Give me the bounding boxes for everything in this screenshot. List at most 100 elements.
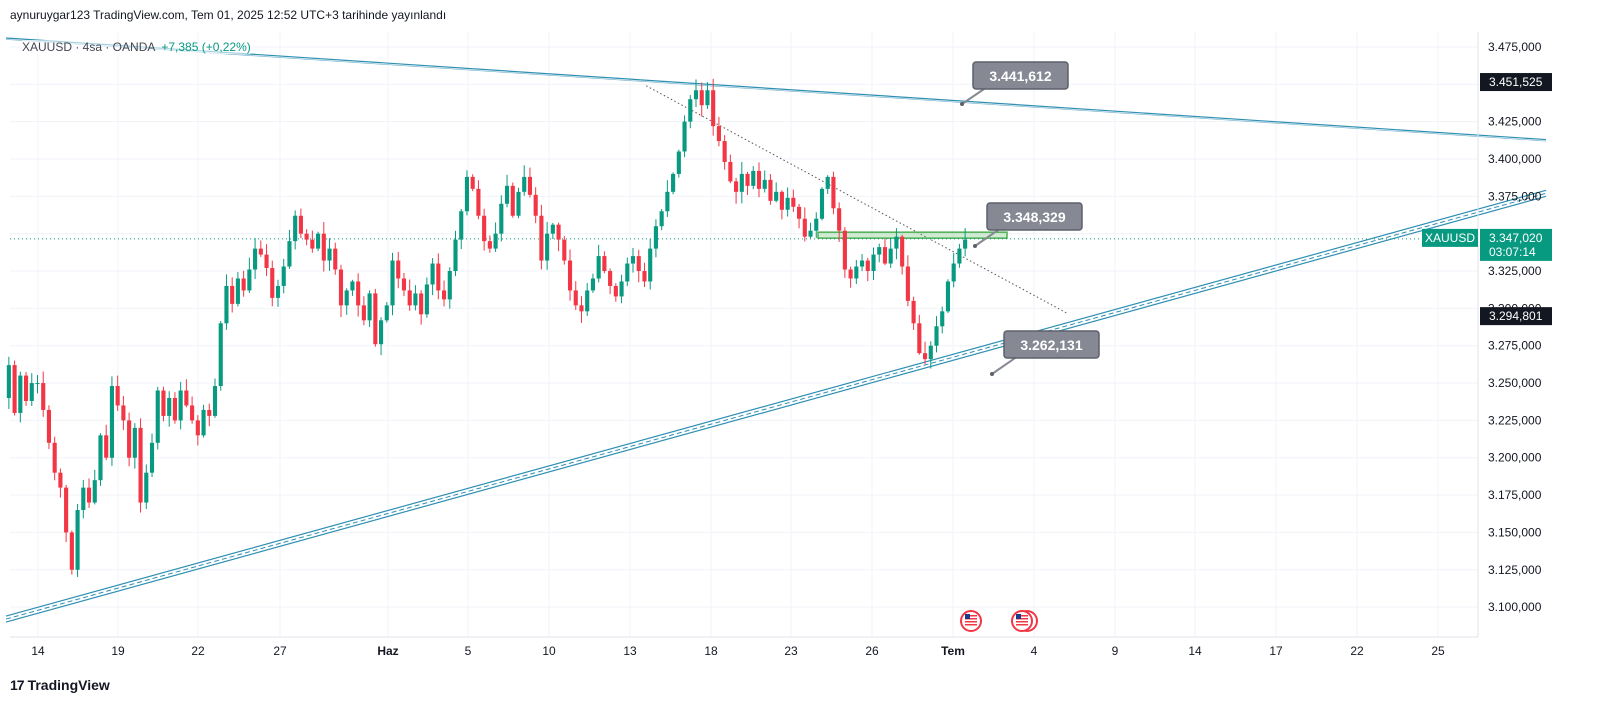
candle [608,268,613,295]
support-line-top[interactable] [5,189,1547,617]
candle-body [808,230,813,237]
candle [441,280,447,307]
price-tick-label: 3.150,000 [1488,525,1542,539]
candle-body [837,208,842,231]
callout-box [1003,330,1100,359]
candle-body [785,197,790,210]
flag-stripe [1016,624,1028,626]
candle [287,229,292,269]
candle-body [911,300,916,324]
candle-body [350,281,355,291]
candle [172,392,177,424]
candle [361,296,366,326]
price-tick-label: 3.275,000 [1488,339,1542,353]
candle-body [510,185,515,216]
flag-stripe [1016,621,1028,623]
candle [482,208,487,251]
price-tick-label: 3.375,000 [1488,189,1542,203]
candle-body [648,248,653,282]
candle-body [533,194,538,216]
resistance-zone[interactable] [817,231,1008,239]
support-line-bottom[interactable] [5,195,1547,623]
candle [12,360,17,416]
candle [751,166,756,190]
candle [963,228,968,257]
candle [195,415,200,446]
candle-body [115,386,120,406]
candle [373,288,378,347]
candle-body [676,151,681,174]
us-flag-icon[interactable] [960,610,982,632]
candle [184,379,189,408]
candle [539,204,544,270]
candle [819,187,825,221]
callout-anchor-icon [960,102,964,106]
candle [493,222,498,252]
candle-body [384,305,389,321]
candle-body [172,397,177,421]
candle [802,207,807,242]
candle [711,78,716,136]
candle-body [705,90,710,106]
candle-body [527,176,533,195]
candle [928,341,933,369]
candle [304,229,309,246]
candle-body [344,290,349,306]
overlay: 3.441,612 3.348,329 3.262,131 [960,61,1100,632]
symbol-info[interactable]: XAUUSD · 4sa · OANDA [22,40,156,54]
time-axis[interactable]: 14 19 22 27 Haz 5 10 13 18 23 26 Tem 4 9 14 17 22 25 [10,636,1478,658]
candle-body [201,409,206,436]
us-flag-icon[interactable] [1011,610,1038,632]
callout-pointer [974,227,1002,247]
candle [659,209,664,231]
callout-box [972,61,1069,90]
candle-body [424,284,429,315]
upper-line-price-tag[interactable]: 3.451,525 [1480,73,1552,92]
price-axis[interactable]: 3.475,0003.450,0003.425,0003.400,0003.37… [1422,32,1552,637]
price-callout[interactable]: 3.262,131 [990,330,1100,376]
callout-box [986,202,1083,231]
candle-body [751,170,756,186]
symbol-legend[interactable]: XAUUSD · 4sa · OANDA +7,385 (+0,22%) [22,40,251,54]
candle [190,396,195,424]
candle-body [516,191,521,216]
candle [149,433,155,478]
lower-line-price-tag[interactable]: 3.294,801 [1480,307,1552,326]
candle-body [545,233,550,261]
candle [86,478,92,508]
candle [430,258,435,296]
tradingview-brand[interactable]: 17 TradingView [10,677,110,693]
candle [327,238,332,271]
candle-body [745,173,750,186]
candle-body [241,278,246,291]
candle [75,503,80,577]
candle-body [281,266,286,286]
resistance-line[interactable] [5,37,1547,141]
price-tick-label: 3.250,000 [1488,376,1542,390]
candle-body [235,278,240,304]
support-line-mid[interactable] [5,192,1547,620]
candle-body [230,285,235,304]
candle-body [275,285,281,298]
callout-anchor-icon [973,244,977,248]
candle-body [29,383,34,401]
tag-value: 3.451,525 [1489,75,1543,89]
candle [934,316,939,353]
flag-stripe [965,618,977,620]
candle-body [195,420,200,436]
candle [762,170,767,193]
tradingview-logo-icon: 17 [10,677,25,693]
flag-canton [1016,614,1021,619]
candle [516,187,521,219]
price-callout[interactable]: 3.348,329 [973,202,1083,248]
candle-body [58,472,63,488]
candle [35,375,40,394]
candle [888,237,893,268]
price-callout[interactable]: 3.441,612 [960,61,1069,106]
candle-body [951,263,956,282]
candle-body [464,176,470,212]
candle-body [178,390,183,421]
candle-body [482,215,487,242]
